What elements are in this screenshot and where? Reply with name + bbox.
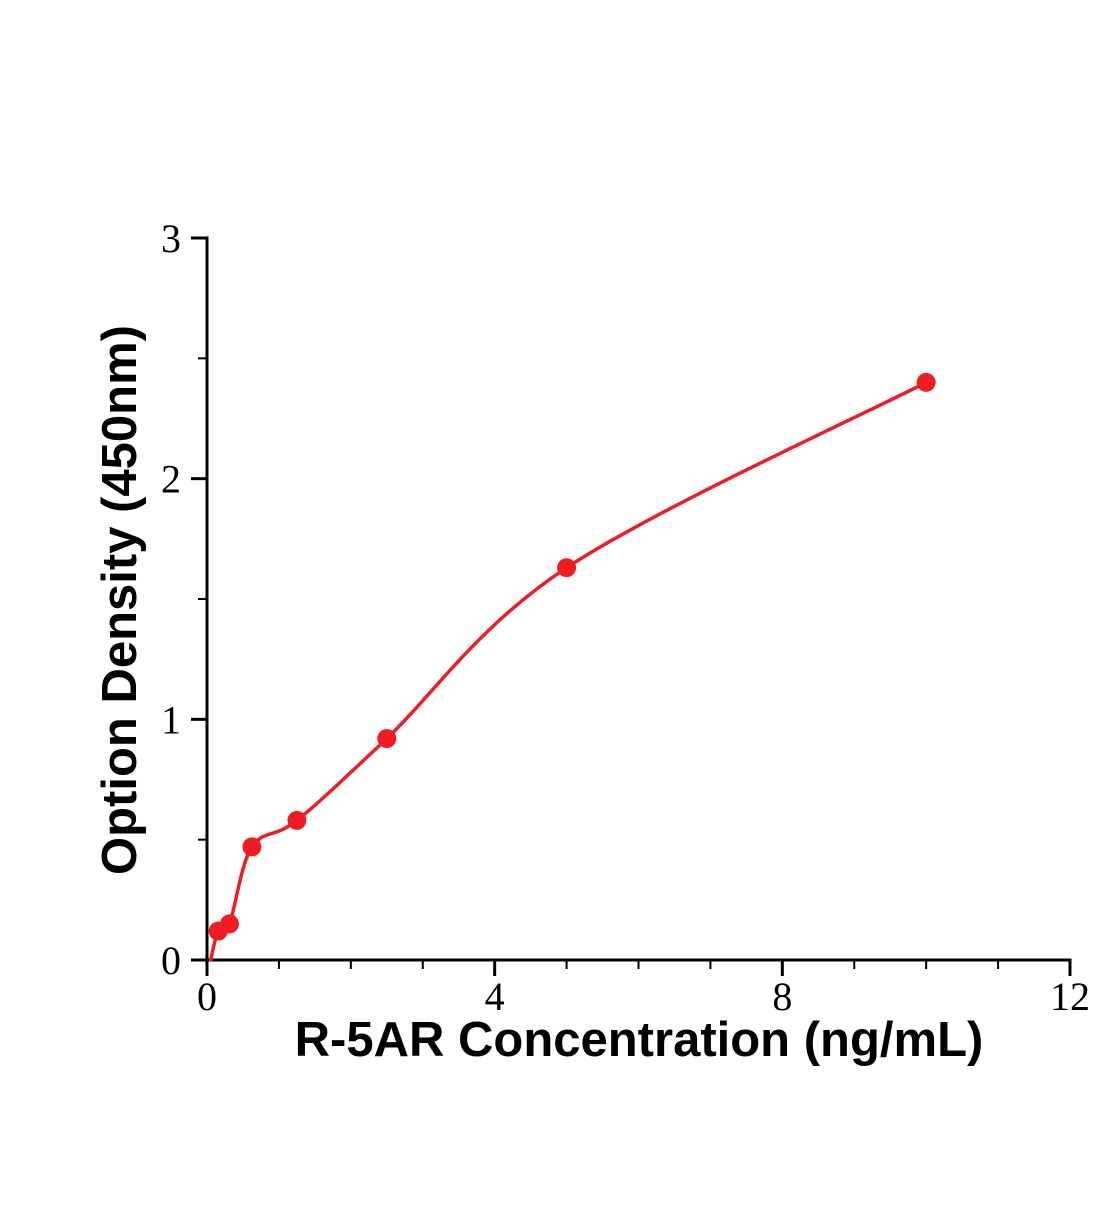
data-point: [242, 837, 262, 857]
data-point: [287, 810, 307, 830]
x-tick-label: 12: [1050, 974, 1090, 1019]
data-point: [220, 914, 240, 934]
standard-curve-figure: 0 4 8 12 0 1 2 3 Option Density (450nm) R-5AR C…: [40, 16, 1104, 1216]
y-tick-label: 2: [161, 457, 181, 502]
x-tick-label: 4: [485, 974, 505, 1019]
x-tick-label: 8: [772, 974, 792, 1019]
axes-spines: [205, 236, 1072, 962]
y-tick-label: 0: [161, 938, 181, 983]
data-point: [916, 372, 936, 392]
y-axis-title: Option Density (450nm): [93, 325, 147, 875]
data-point: [377, 729, 397, 749]
y-tick-label: 1: [161, 697, 181, 742]
x-tick-label: 0: [197, 974, 217, 1019]
data-point: [557, 558, 577, 578]
fit-curve: [208, 380, 928, 962]
y-tick-label: 3: [161, 216, 181, 261]
x-axis-title: R-5AR Concentration (ng/mL): [294, 1013, 984, 1067]
